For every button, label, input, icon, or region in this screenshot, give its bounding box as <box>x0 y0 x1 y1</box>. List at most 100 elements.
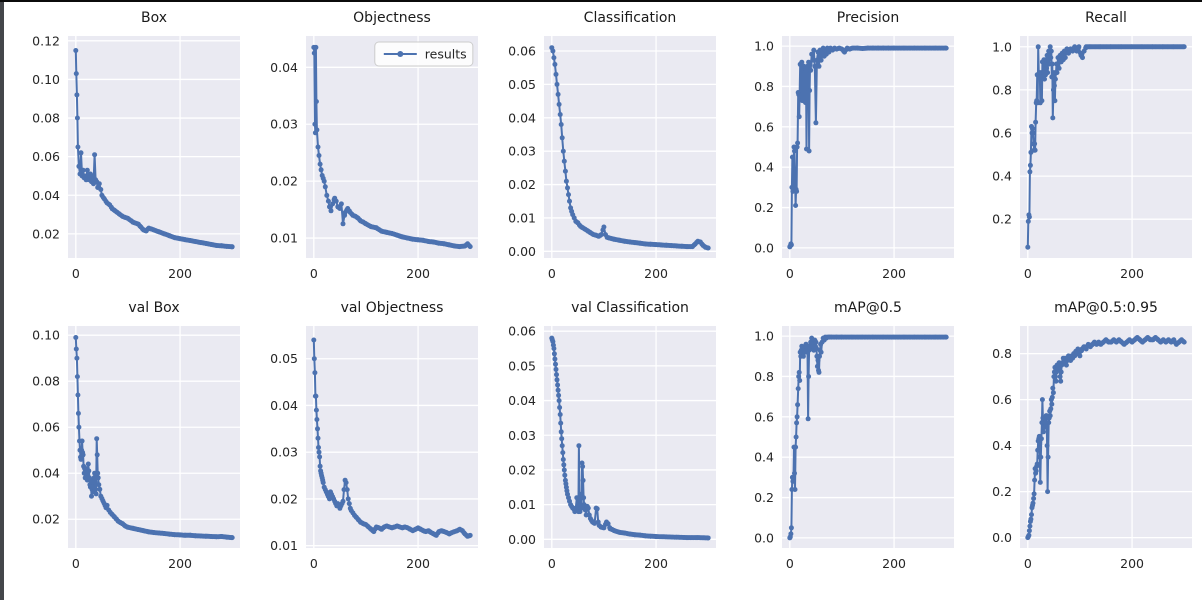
chart-canvas-recall: 0.2 0.4 0.6 0.8 1.0 0 200 <box>992 36 1192 281</box>
svg-text:0: 0 <box>786 266 794 281</box>
svg-text:200: 200 <box>644 556 668 571</box>
subplot-title-val-objectness: val Objectness <box>340 300 444 316</box>
svg-text:0.04: 0.04 <box>32 188 60 203</box>
chart-canvas-val-objectness: 0.01 0.02 0.03 0.04 0.05 0 200 <box>270 326 478 571</box>
chart-canvas-val-classification: 0.00 0.01 0.02 0.03 0.04 0.05 0.06 0 200 <box>508 324 716 571</box>
svg-text:0.08: 0.08 <box>32 374 60 389</box>
svg-text:0.2: 0.2 <box>754 200 774 215</box>
svg-text:200: 200 <box>168 266 192 281</box>
svg-text:0.4: 0.4 <box>992 169 1012 184</box>
results-figure: Box 0.02 0.04 0.06 0.08 0.10 0.12 0 200 Objectn… <box>10 6 1200 578</box>
subplot-title-val-classification: val Classification <box>571 300 689 316</box>
svg-text:0.06: 0.06 <box>32 149 60 164</box>
svg-text:0.04: 0.04 <box>508 393 536 408</box>
svg-text:0.02: 0.02 <box>508 177 536 192</box>
svg-text:0.02: 0.02 <box>32 226 60 241</box>
svg-text:0.01: 0.01 <box>270 231 298 246</box>
svg-text:0.8: 0.8 <box>992 346 1012 361</box>
legend-label: results <box>425 47 467 62</box>
subplot-title-map50: mAP@0.5 <box>834 300 902 316</box>
svg-text:0.0: 0.0 <box>992 530 1012 545</box>
svg-text:0.08: 0.08 <box>32 111 60 126</box>
svg-text:1.0: 1.0 <box>754 39 774 54</box>
window-top-border <box>0 0 1202 2</box>
svg-text:0.04: 0.04 <box>270 60 298 75</box>
svg-text:0: 0 <box>1024 266 1032 281</box>
svg-text:0.03: 0.03 <box>270 117 298 132</box>
chart-canvas-precision: 0.0 0.2 0.4 0.6 0.8 1.0 0 200 <box>754 36 954 281</box>
svg-text:0: 0 <box>548 556 556 571</box>
svg-text:200: 200 <box>882 266 906 281</box>
chart-canvas-val-box: 0.02 0.04 0.06 0.08 0.10 0 200 <box>32 326 240 571</box>
svg-text:200: 200 <box>1120 266 1144 281</box>
subplot-objectness: Objectness 0.01 0.02 0.03 0.04 0 200 results <box>248 6 486 288</box>
svg-text:0: 0 <box>548 266 556 281</box>
svg-text:0.00: 0.00 <box>508 532 536 547</box>
svg-text:0.4: 0.4 <box>754 160 774 175</box>
svg-text:0.10: 0.10 <box>32 72 60 87</box>
subplot-title-map50-95: mAP@0.5:0.95 <box>1054 300 1158 316</box>
svg-text:0.05: 0.05 <box>270 351 298 366</box>
svg-text:0.4: 0.4 <box>992 438 1012 453</box>
chart-canvas-map50: 0.0 0.2 0.4 0.6 0.8 1.0 0 200 <box>754 326 954 571</box>
svg-text:0.8: 0.8 <box>754 79 774 94</box>
svg-text:0.06: 0.06 <box>508 324 536 339</box>
subplot-title-val-box: val Box <box>128 300 180 316</box>
subplot-title-recall: Recall <box>1085 10 1127 26</box>
svg-text:0.05: 0.05 <box>508 77 536 92</box>
svg-text:0.01: 0.01 <box>508 497 536 512</box>
svg-text:0.0: 0.0 <box>754 240 774 255</box>
svg-text:0.10: 0.10 <box>32 328 60 343</box>
svg-text:0.02: 0.02 <box>270 174 298 189</box>
svg-text:1.0: 1.0 <box>754 329 774 344</box>
svg-text:0: 0 <box>310 556 318 571</box>
svg-text:0: 0 <box>786 556 794 571</box>
svg-text:0: 0 <box>310 266 318 281</box>
subplot-map50-95: mAP@0.5:0.95 0.0 0.2 0.4 0.6 0.8 0 200 <box>962 296 1200 578</box>
svg-text:200: 200 <box>882 556 906 571</box>
subplot-map50: mAP@0.5 0.0 0.2 0.4 0.6 0.8 1.0 0 200 <box>724 296 962 578</box>
svg-text:0.00: 0.00 <box>508 244 536 259</box>
subplot-classification: Classification 0.00 0.01 0.02 0.03 0.04 0.05 0… <box>486 6 724 288</box>
svg-text:200: 200 <box>168 556 192 571</box>
subplot-val-box: val Box 0.02 0.04 0.06 0.08 0.10 0 200 <box>10 296 248 578</box>
svg-text:0.05: 0.05 <box>508 358 536 373</box>
svg-text:0.8: 0.8 <box>754 369 774 384</box>
chart-canvas-objectness: 0.01 0.02 0.03 0.04 0 200 results <box>270 36 478 281</box>
svg-text:0.01: 0.01 <box>270 538 298 553</box>
subplot-title-box: Box <box>140 10 168 26</box>
subplot-box: Box 0.02 0.04 0.06 0.08 0.10 0.12 0 200 <box>10 6 248 288</box>
svg-text:0.6: 0.6 <box>992 392 1012 407</box>
subplot-title-precision: Precision <box>836 10 900 26</box>
svg-text:1.0: 1.0 <box>992 39 1012 54</box>
svg-text:0.6: 0.6 <box>754 409 774 424</box>
subplot-val-classification: val Classification 0.00 0.01 0.02 0.03 0.04 0… <box>486 296 724 578</box>
svg-text:0.01: 0.01 <box>508 210 536 225</box>
svg-text:0.0: 0.0 <box>754 530 774 545</box>
chart-canvas-map50-95: 0.0 0.2 0.4 0.6 0.8 0 200 <box>992 326 1192 571</box>
svg-text:0.04: 0.04 <box>32 466 60 481</box>
svg-text:0.03: 0.03 <box>508 428 536 443</box>
chart-canvas-classification: 0.00 0.01 0.02 0.03 0.04 0.05 0.06 0 200 <box>508 36 716 281</box>
svg-text:200: 200 <box>406 556 430 571</box>
svg-text:0: 0 <box>1024 556 1032 571</box>
svg-text:0.6: 0.6 <box>754 119 774 134</box>
svg-text:0.04: 0.04 <box>508 110 536 125</box>
svg-text:0: 0 <box>72 556 80 571</box>
svg-text:0.2: 0.2 <box>754 490 774 505</box>
svg-text:0.06: 0.06 <box>32 420 60 435</box>
subplot-title-classification: Classification <box>583 10 677 26</box>
window-left-edge <box>0 2 4 600</box>
svg-text:0.6: 0.6 <box>992 125 1012 140</box>
svg-text:0.2: 0.2 <box>992 212 1012 227</box>
svg-text:0.06: 0.06 <box>508 44 536 59</box>
svg-text:0.02: 0.02 <box>32 512 60 527</box>
svg-text:0: 0 <box>72 266 80 281</box>
chart-canvas-box: 0.02 0.04 0.06 0.08 0.10 0.12 0 200 <box>32 33 240 281</box>
svg-text:0.02: 0.02 <box>270 491 298 506</box>
svg-text:200: 200 <box>406 266 430 281</box>
subplot-title-objectness: Objectness <box>353 10 431 26</box>
svg-text:200: 200 <box>1120 556 1144 571</box>
svg-text:0.12: 0.12 <box>32 33 60 48</box>
svg-text:200: 200 <box>644 266 668 281</box>
